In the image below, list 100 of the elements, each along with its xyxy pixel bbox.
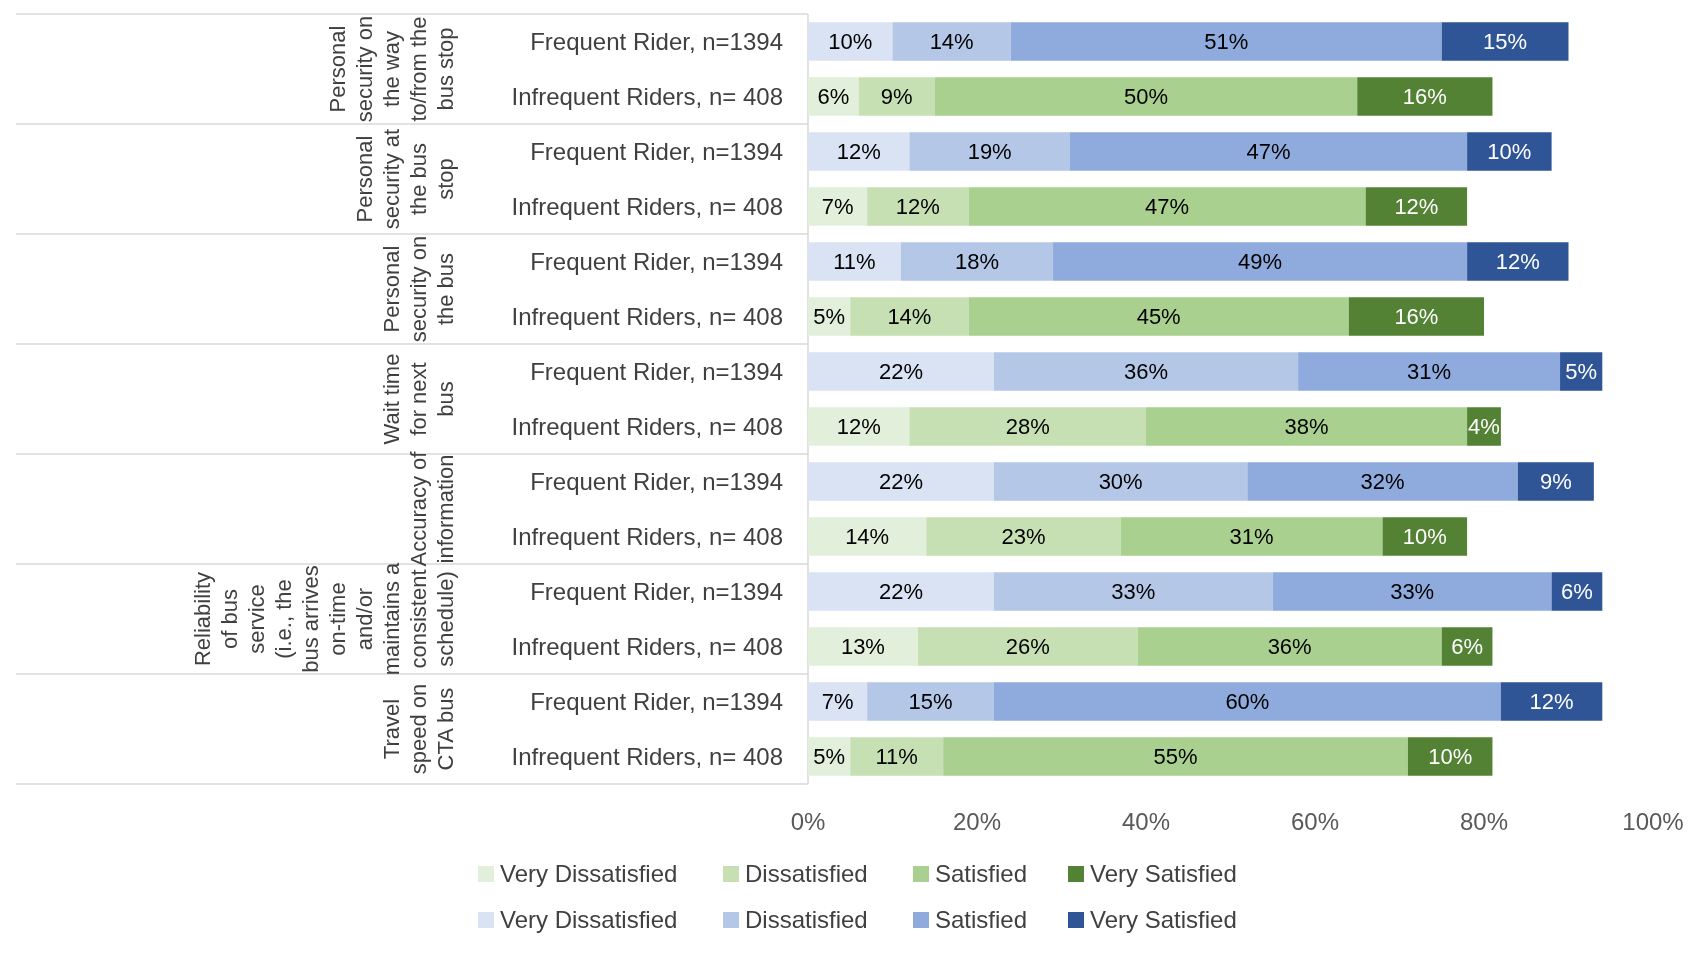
x-tick-label: 20%: [952, 808, 1002, 836]
data-label: 4%: [1468, 414, 1500, 440]
data-label: 45%: [1136, 304, 1181, 330]
data-label: 7%: [821, 194, 854, 220]
legend-label: Very Satisfied: [1090, 860, 1237, 888]
bar: [808, 352, 994, 391]
bar: [968, 187, 1366, 226]
data-label: 11%: [833, 249, 876, 275]
bar: [968, 297, 1349, 336]
bar: [1137, 627, 1442, 666]
bar: [808, 627, 918, 666]
data-label: 13%: [840, 634, 885, 660]
bar: [1069, 132, 1468, 171]
data-label: 12%: [1495, 249, 1540, 275]
bar: [943, 737, 1408, 776]
y-tick-label: Frequent Rider, n=1394: [530, 577, 783, 605]
data-label: 12%: [836, 414, 881, 440]
y-tick-label: Infrequent Riders, n= 408: [511, 412, 783, 440]
data-label: 12%: [895, 194, 940, 220]
data-label: 10%: [1487, 139, 1532, 165]
data-label: 6%: [1561, 579, 1593, 605]
bar: [808, 572, 994, 611]
y-tick-label: Frequent Rider, n=1394: [530, 467, 783, 495]
x-tick-label: 80%: [1459, 808, 1509, 836]
data-label: 14%: [887, 304, 932, 330]
y-tick-label: Infrequent Riders, n= 408: [511, 632, 783, 660]
bar: [1365, 187, 1468, 226]
data-label: 6%: [1451, 634, 1483, 660]
data-label: 10%: [1428, 744, 1473, 770]
data-label: 14%: [845, 524, 890, 550]
bar: [1146, 407, 1468, 446]
data-label: 22%: [878, 469, 923, 495]
y-tick-label: Frequent Rider, n=1394: [530, 137, 783, 165]
data-label: 49%: [1238, 249, 1283, 275]
bar: [993, 572, 1273, 611]
bar: [909, 132, 1070, 171]
data-label: 10%: [1402, 524, 1447, 550]
data-label: 31%: [1407, 359, 1452, 385]
bar: [926, 517, 1121, 556]
data-label: 19%: [967, 139, 1012, 165]
legend-label: Dissatisfied: [745, 860, 868, 888]
bar: [1382, 517, 1468, 556]
bar: [1357, 77, 1493, 116]
data-label: 47%: [1246, 139, 1291, 165]
data-label: 28%: [1005, 414, 1050, 440]
text: Personal security at the bus stop: [352, 128, 458, 230]
data-label: 36%: [1123, 359, 1169, 385]
data-label: 36%: [1267, 634, 1312, 660]
bar: [909, 407, 1146, 446]
bar: [917, 627, 1138, 666]
y-tick-label: Frequent Rider, n=1394: [530, 247, 783, 275]
bar: [892, 22, 1011, 61]
bar: [1467, 242, 1569, 281]
x-tick-label: 60%: [1290, 808, 1340, 836]
data-label: 12%: [836, 139, 881, 165]
data-label: 5%: [1565, 359, 1598, 385]
data-label: 51%: [1204, 29, 1249, 55]
legend-label: Very Satisfied: [1090, 906, 1237, 934]
y-tick-label: Infrequent Riders, n= 408: [511, 742, 783, 770]
data-label: 5%: [813, 744, 846, 770]
text: Travel speed on CTA bus: [379, 683, 458, 775]
y-tick-label: Frequent Rider, n=1394: [530, 27, 783, 55]
data-label: 33%: [1390, 579, 1435, 605]
data-label: 38%: [1284, 414, 1329, 440]
bar: [1348, 297, 1484, 336]
bar: [808, 22, 893, 61]
bar: [808, 407, 910, 446]
y-tick-label: Frequent Rider, n=1394: [530, 357, 783, 385]
data-label: 60%: [1225, 689, 1270, 715]
data-label: 16%: [1402, 84, 1447, 110]
data-label: 47%: [1145, 194, 1190, 220]
text: Personal security on the bus: [379, 235, 458, 343]
bar: [1467, 132, 1552, 171]
data-label: 10%: [828, 29, 873, 55]
bar: [808, 462, 994, 501]
bar: [1407, 737, 1493, 776]
bar: [1298, 352, 1561, 391]
x-tick-label: 0%: [790, 808, 826, 836]
data-label: 15%: [1483, 29, 1528, 55]
bar: [808, 682, 868, 721]
data-label: 30%: [1098, 469, 1143, 495]
bar: [808, 132, 910, 171]
bar: [900, 242, 1054, 281]
bar: [858, 77, 935, 116]
bar: [808, 517, 927, 556]
legend-label: Satisfied: [935, 906, 1028, 934]
x-tick-label: 40%: [1121, 808, 1171, 836]
data-label: 32%: [1360, 469, 1405, 495]
data-label: 31%: [1229, 524, 1274, 550]
data-label: 9%: [880, 84, 913, 110]
text: Personal security on the way to/from the bus stop: [325, 15, 458, 123]
data-label: 12%: [1529, 689, 1574, 715]
bar: [850, 297, 969, 336]
bar: [1272, 572, 1552, 611]
y-tick-label: Infrequent Riders, n= 408: [511, 192, 783, 220]
bar: [850, 737, 944, 776]
y-tick-label: Frequent Rider, n=1394: [530, 687, 783, 715]
bar: [1517, 462, 1594, 501]
bar: [993, 682, 1501, 721]
data-label: 22%: [878, 359, 923, 385]
